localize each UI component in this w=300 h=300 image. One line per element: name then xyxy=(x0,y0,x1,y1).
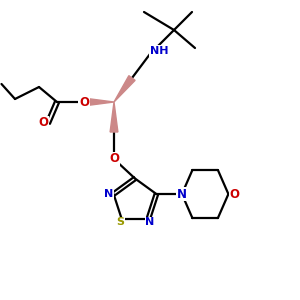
Polygon shape xyxy=(110,102,118,132)
Text: O: O xyxy=(79,95,89,109)
Text: O: O xyxy=(109,152,119,166)
Polygon shape xyxy=(84,98,114,106)
Text: N: N xyxy=(177,188,187,200)
Text: N: N xyxy=(145,217,154,227)
Text: N: N xyxy=(104,189,114,199)
Polygon shape xyxy=(114,76,135,102)
Text: S: S xyxy=(116,217,124,227)
Text: O: O xyxy=(230,188,239,200)
Text: O: O xyxy=(38,116,49,130)
Text: NH: NH xyxy=(150,46,168,56)
